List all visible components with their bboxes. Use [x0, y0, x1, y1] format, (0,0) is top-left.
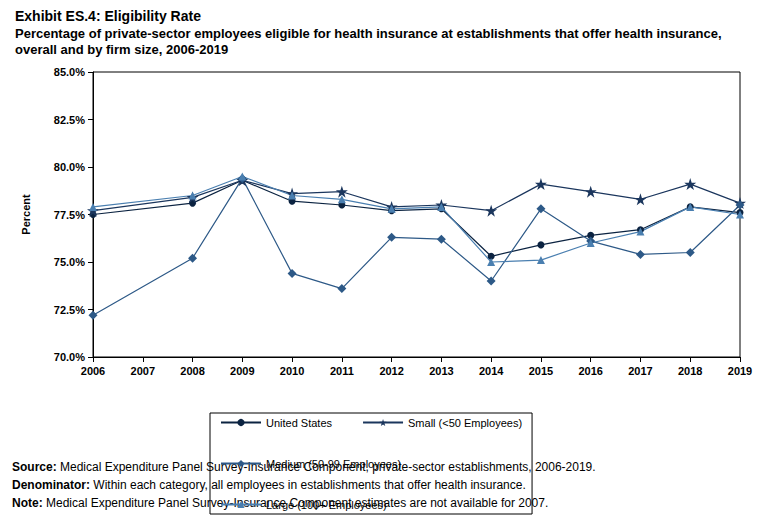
svg-text:Small (<50 Employees): Small (<50 Employees) [408, 417, 522, 429]
svg-text:Denominator:: Denominator: [12, 478, 90, 492]
svg-text:2010: 2010 [280, 365, 304, 377]
svg-text:Medium (50-99 Employees): Medium (50-99 Employees) [266, 458, 401, 470]
svg-text:75.0%: 75.0% [54, 256, 85, 268]
svg-text:2014: 2014 [479, 365, 504, 377]
svg-text:United States: United States [266, 417, 333, 429]
svg-text:2017: 2017 [628, 365, 652, 377]
svg-text:2006: 2006 [81, 365, 105, 377]
svg-text:2019: 2019 [728, 365, 752, 377]
svg-text:2011: 2011 [330, 365, 354, 377]
svg-text:2013: 2013 [429, 365, 453, 377]
svg-text:Exhibit ES.4: Eligibility Rate: Exhibit ES.4: Eligibility Rate [15, 8, 201, 24]
svg-text:2008: 2008 [180, 365, 204, 377]
svg-text:Source:: Source: [12, 460, 57, 474]
svg-text:Medical Expenditure Panel Surv: Medical Expenditure Panel Survey-Insuran… [42, 496, 549, 510]
svg-text:82.5%: 82.5% [54, 114, 85, 126]
svg-text:70.0%: 70.0% [54, 351, 85, 363]
svg-text:77.5%: 77.5% [54, 209, 85, 221]
svg-text:2007: 2007 [131, 365, 155, 377]
svg-text:80.0%: 80.0% [54, 161, 85, 173]
svg-text:Large (100+ Employees): Large (100+ Employees) [266, 499, 387, 511]
svg-text:2015: 2015 [529, 365, 553, 377]
svg-text:72.5%: 72.5% [54, 304, 85, 316]
svg-text:85.0%: 85.0% [54, 66, 85, 78]
svg-text:Percent: Percent [20, 194, 32, 235]
svg-text:2018: 2018 [678, 365, 702, 377]
svg-text:Note:: Note: [12, 496, 43, 510]
svg-text:2016: 2016 [578, 365, 602, 377]
svg-text:Percentage of private-sector e: Percentage of private-sector employees e… [15, 26, 725, 41]
svg-text:2009: 2009 [230, 365, 254, 377]
svg-text:2012: 2012 [379, 365, 403, 377]
svg-text:overall and by firm size, 2006: overall and by firm size, 2006-2019 [15, 42, 228, 57]
